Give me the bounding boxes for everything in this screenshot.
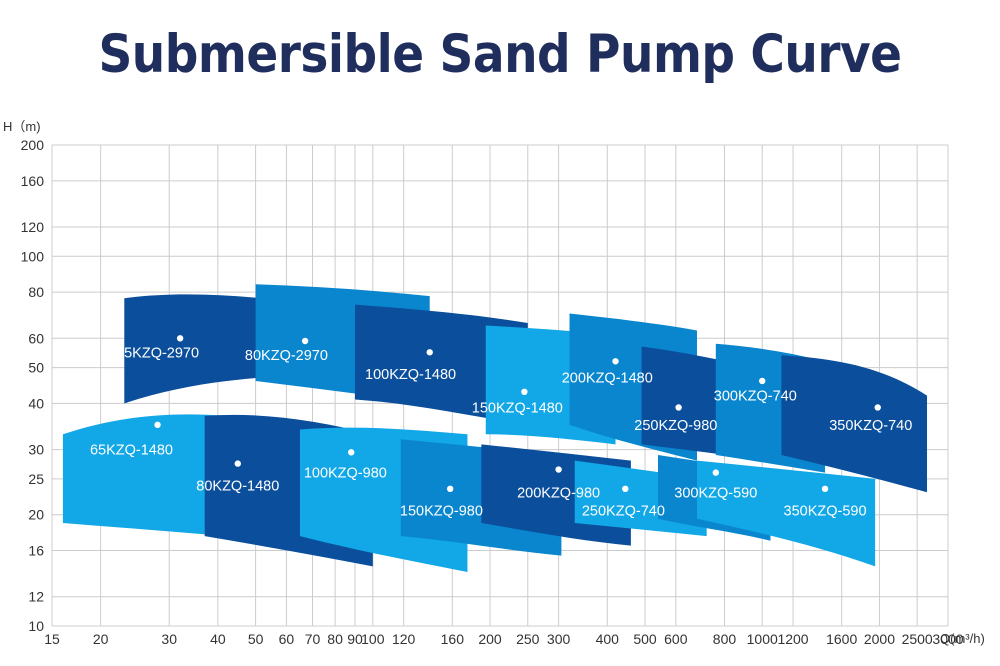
operating-point xyxy=(154,421,161,429)
x-tick-label: 2000 xyxy=(864,631,895,647)
y-tick-label: 50 xyxy=(28,360,44,376)
operating-point xyxy=(759,377,766,385)
operating-point xyxy=(446,485,454,493)
x-tick-label: 20 xyxy=(93,631,109,647)
x-tick-label: 100 xyxy=(361,631,385,647)
y-tick-label: 16 xyxy=(28,543,44,559)
operating-point xyxy=(874,404,881,411)
operating-point xyxy=(301,337,309,345)
y-tick-label: 12 xyxy=(28,589,44,605)
x-tick-label: 90 xyxy=(347,631,363,647)
pump-label: 350KZQ-740 xyxy=(829,418,912,434)
y-tick-label: 10 xyxy=(28,618,44,634)
x-tick-label: 3000 xyxy=(932,631,963,647)
x-tick-label: 40 xyxy=(210,631,226,647)
x-tick-label: 2500 xyxy=(902,631,933,647)
pump-label: 300KZQ-590 xyxy=(674,485,757,501)
operating-point xyxy=(675,404,682,411)
pump-label: 250KZQ-740 xyxy=(582,504,665,520)
operating-points xyxy=(154,335,881,493)
pump-labels: 65KZQ-2970 80KZQ-2970 100KZQ-1480 150KZQ-14… xyxy=(90,345,912,519)
pump-label: 200KZQ-980 xyxy=(517,485,600,501)
x-tick-label: 50 xyxy=(248,631,264,647)
x-tick-label: 250 xyxy=(516,631,540,647)
x-tick-label: 80 xyxy=(327,631,343,647)
y-tick-label: 80 xyxy=(28,284,44,300)
operating-point xyxy=(622,485,629,493)
x-tick-label: 30 xyxy=(161,631,177,647)
y-tick-label: 30 xyxy=(28,442,44,458)
pump-label: 65KZQ-1480 xyxy=(90,443,173,459)
operating-point xyxy=(821,485,829,493)
y-tick-label: 100 xyxy=(21,248,45,264)
pump-label: 80KZQ-1480 xyxy=(196,478,279,494)
x-tick-label: 200 xyxy=(478,631,502,647)
pump-region-65kzq-1480 xyxy=(62,414,227,537)
pump-label: 300KZQ-740 xyxy=(714,389,797,405)
pump-region-350kzq-740 xyxy=(781,355,928,493)
y-tick-label: 60 xyxy=(28,330,44,346)
pump-label: 250KZQ-980 xyxy=(634,418,717,434)
y-tick-label: 200 xyxy=(21,137,45,153)
operating-point xyxy=(234,460,241,467)
pump-label: 200KZQ-1480 xyxy=(562,371,653,387)
x-tick-label: 300 xyxy=(547,631,571,647)
pump-region-65kzq-2970 xyxy=(124,294,263,404)
x-tick-label: 1600 xyxy=(826,631,857,647)
x-tick-label: 800 xyxy=(713,631,737,647)
y-tick-label: 20 xyxy=(28,507,44,523)
y-tick-label: 120 xyxy=(21,219,45,235)
x-tick-label: 1200 xyxy=(777,631,808,647)
x-tick-label: 1000 xyxy=(747,631,778,647)
operating-point xyxy=(712,469,720,476)
pump-region-350kzq-590 xyxy=(696,460,876,567)
pump-label: 100KZQ-1480 xyxy=(365,367,456,383)
axis-layer: H（m) Q(m³/h) xyxy=(3,119,985,646)
x-tick-label: 400 xyxy=(596,631,620,647)
y-tick-label: 160 xyxy=(21,173,45,189)
pump-label: 350KZQ-590 xyxy=(784,504,867,520)
operating-point xyxy=(176,335,184,342)
x-tick-label: 500 xyxy=(633,631,657,647)
pump-regions xyxy=(62,284,928,572)
x-tick-label: 120 xyxy=(392,631,416,647)
chart-title: Submersible Sand Pump Curve xyxy=(98,24,902,86)
x-tick-label: 600 xyxy=(664,631,688,647)
operating-point xyxy=(426,349,433,356)
operating-point xyxy=(348,449,355,456)
y-tick-label: 40 xyxy=(28,395,44,411)
x-axis-label: Q(m³/h) xyxy=(940,631,985,646)
x-tick-label: 160 xyxy=(441,631,465,647)
operating-point xyxy=(612,358,619,365)
y-axis-label: H（m) xyxy=(3,119,41,134)
operating-point xyxy=(555,466,562,473)
pump-label: 150KZQ-1480 xyxy=(472,400,563,416)
x-tick-label: 70 xyxy=(305,631,321,647)
y-tick-label: 25 xyxy=(28,471,44,487)
operating-point xyxy=(521,388,528,396)
pump-label: 65KZQ-2970 xyxy=(116,345,199,361)
pump-label: 100KZQ-980 xyxy=(304,466,387,482)
x-tick-label: 60 xyxy=(279,631,295,647)
pump-label: 150KZQ-980 xyxy=(400,504,483,520)
x-tick-label: 15 xyxy=(44,631,60,647)
pump-label: 80KZQ-2970 xyxy=(245,348,328,364)
pump-region-100kzq-1480 xyxy=(355,304,528,425)
